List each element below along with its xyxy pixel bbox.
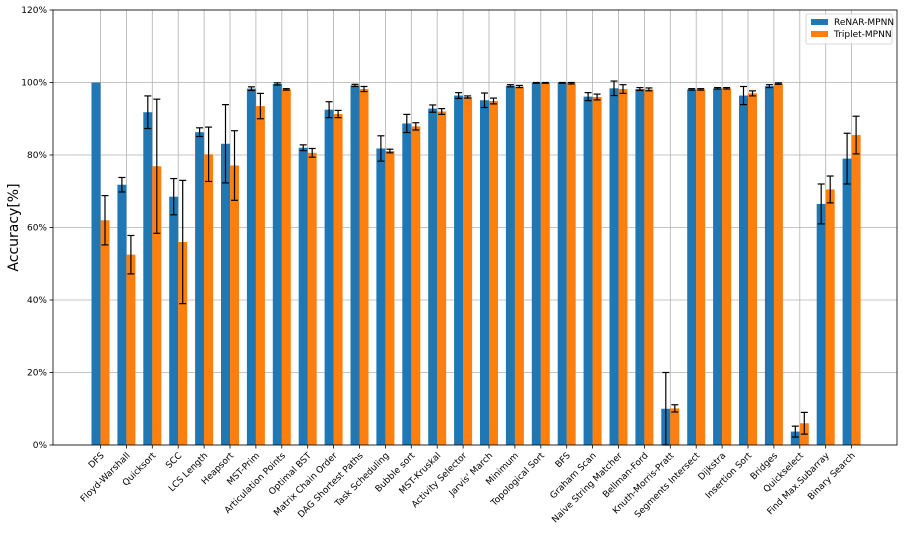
x-tick-label: Insertion Sort: [704, 451, 754, 501]
bar-renar-mpnn: [117, 184, 127, 445]
bar-renar-mpnn: [428, 108, 438, 445]
bar-triplet-mpnn: [851, 135, 861, 445]
bar-triplet-mpnn: [644, 89, 654, 445]
bar-renar-mpnn: [246, 88, 256, 445]
bar-triplet-mpnn: [437, 111, 447, 445]
bar-triplet-mpnn: [748, 93, 757, 445]
bar-renar-mpnn: [143, 112, 153, 445]
legend-label: Triplet-MPNN: [833, 30, 892, 40]
bar-renar-mpnn: [91, 82, 101, 445]
bar-triplet-mpnn: [825, 189, 835, 445]
bar-renar-mpnn: [557, 82, 567, 446]
bar-triplet-mpnn: [204, 154, 214, 445]
bar-triplet-mpnn: [696, 89, 706, 445]
bar-renar-mpnn: [454, 95, 464, 446]
x-tick-label: Bellman-Ford: [601, 451, 650, 500]
y-tick-label: 60%: [27, 224, 47, 234]
bar-triplet-mpnn: [281, 89, 291, 445]
bar-triplet-mpnn: [255, 106, 265, 445]
bar-triplet-mpnn: [566, 83, 576, 445]
bar-triplet-mpnn: [230, 165, 239, 445]
bar-triplet-mpnn: [618, 89, 628, 446]
bar-renar-mpnn: [169, 196, 179, 445]
bar-triplet-mpnn: [100, 220, 110, 445]
bar-triplet-mpnn: [670, 408, 680, 445]
bar-renar-mpnn: [687, 89, 697, 445]
legend-swatch: [811, 31, 828, 37]
bar-renar-mpnn: [739, 95, 748, 446]
bar-renar-mpnn: [350, 85, 360, 446]
y-axis-label: Accuracy[%]: [6, 183, 22, 271]
bar-renar-mpnn: [324, 109, 334, 445]
y-tick-label: 0%: [33, 441, 48, 451]
bar-renar-mpnn: [298, 147, 308, 445]
bar-triplet-mpnn: [152, 166, 162, 446]
x-tick-label: DFS: [87, 451, 107, 471]
bar-renar-mpnn: [272, 83, 282, 445]
bar-triplet-mpnn: [385, 151, 395, 445]
y-tick-label: 20%: [27, 369, 47, 379]
bar-triplet-mpnn: [359, 89, 369, 446]
bar-triplet-mpnn: [773, 83, 783, 446]
legend-swatch: [811, 19, 828, 25]
y-tick-label: 80%: [27, 151, 47, 161]
bar-renar-mpnn: [790, 431, 800, 445]
bar-renar-mpnn: [583, 96, 593, 445]
bar-renar-mpnn: [221, 143, 230, 445]
legend: ReNAR-MPNN Triplet-MPNN: [805, 13, 894, 45]
legend-label: ReNAR-MPNN: [834, 18, 894, 28]
x-tick-label: Binary Search: [806, 451, 857, 502]
bar-renar-mpnn: [842, 158, 852, 445]
x-tick-label: SCC: [164, 451, 184, 471]
bar-renar-mpnn: [402, 123, 412, 446]
bar-triplet-mpnn: [592, 97, 602, 445]
bar-renar-mpnn: [764, 86, 774, 445]
bar-triplet-mpnn: [178, 242, 188, 445]
bar-triplet-mpnn: [411, 126, 421, 446]
bar-renar-mpnn: [609, 88, 619, 446]
bars: [91, 82, 861, 446]
y-tick-label: 120%: [21, 6, 47, 16]
bar-renar-mpnn: [816, 203, 826, 445]
bar-triplet-mpnn: [489, 100, 498, 446]
bar-renar-mpnn: [505, 85, 515, 445]
bar-renar-mpnn: [195, 132, 205, 445]
plot-frame: [52, 9, 898, 446]
bar-triplet-mpnn: [333, 114, 343, 445]
bar-triplet-mpnn: [540, 82, 550, 446]
bar-renar-mpnn: [531, 82, 541, 446]
bar-renar-mpnn: [480, 100, 489, 445]
error-bars: [101, 80, 860, 446]
bar-triplet-mpnn: [307, 152, 317, 445]
bar-renar-mpnn: [713, 88, 723, 446]
bar-triplet-mpnn: [722, 88, 732, 446]
bar-renar-mpnn: [376, 148, 386, 445]
y-tick-label: 100%: [21, 79, 47, 89]
y-tick-label: 40%: [27, 296, 47, 306]
bar-triplet-mpnn: [126, 254, 136, 445]
x-tick-label: BFS: [554, 451, 573, 470]
bar-triplet-mpnn: [514, 86, 524, 446]
bar-renar-mpnn: [635, 89, 645, 446]
bar-triplet-mpnn: [463, 97, 473, 445]
